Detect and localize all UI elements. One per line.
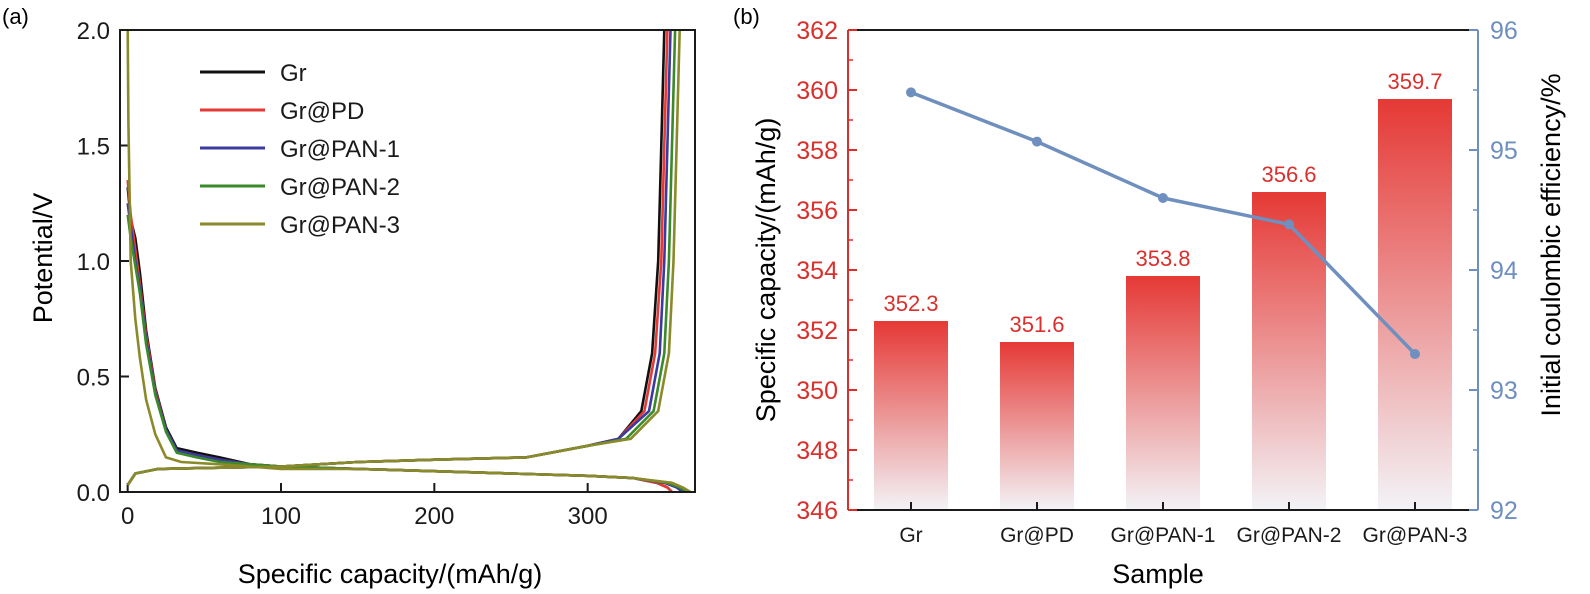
a-ytick-label: 0.0 [77, 480, 110, 507]
b-ytick-label: 358 [796, 137, 838, 165]
b-category-label: Gr@PAN-2 [1237, 524, 1342, 547]
a-series-Gr-charge [126, 29, 666, 486]
a-series-Gr@PAN-1-discharge [126, 203, 684, 494]
b-bar-Gr@PD [1000, 342, 1074, 510]
b-ytick-label: 360 [796, 77, 838, 105]
b-efficiency-point [1284, 219, 1294, 230]
panel-a-xlabel: Specific capacity/(mAh/g) [238, 559, 543, 589]
a-series-Gr@PAN-3-discharge [126, 29, 692, 494]
panel-a-legend: Gr Gr@PD Gr@PAN-1 Gr@PAN-2 Gr@PAN-3 [200, 60, 400, 239]
a-series-Gr@PAN-2-charge [126, 29, 677, 486]
a-ytick-label: 0.5 [77, 365, 110, 392]
a-legend-label: Gr [280, 60, 307, 87]
a-xtick-label: 200 [414, 503, 454, 530]
a-ytick-label: 2.0 [77, 18, 110, 45]
b-bar-Gr [874, 321, 948, 510]
panel-a-ylabel: Potential/V [28, 193, 58, 324]
panel-b-efficiency-line [906, 87, 1420, 359]
b-y2tick-label: 96 [1490, 17, 1518, 45]
a-ytick-label: 1.0 [77, 249, 110, 276]
panel-b-xlabel: Sample [1112, 559, 1204, 589]
panel-a-curves [126, 29, 692, 494]
a-xtick-label: 100 [261, 503, 301, 530]
panel-b-ylabel: Specific capacity/(mAh/g) [751, 118, 781, 423]
a-series-Gr@PAN-2-discharge [126, 214, 688, 494]
panel-b-bars: 352.3 Gr 351.6 Gr@PD 353.8 Gr@PAN-1 356.6 Gr@PA… [874, 69, 1467, 547]
b-y2tick-label: 93 [1490, 377, 1518, 405]
panel-b-ticks: 346 348 350 352 354 356 358 360 362 92 93 94 95 96 [796, 17, 1518, 525]
b-y2tick-label: 95 [1490, 137, 1518, 165]
b-category-label: Gr@PAN-3 [1363, 524, 1468, 547]
b-ytick-label: 350 [796, 377, 838, 405]
panel-a-label: (a) [2, 4, 29, 29]
b-ytick-label: 346 [796, 497, 838, 525]
b-efficiency-point [906, 87, 916, 98]
a-ytick-label: 1.5 [77, 134, 110, 161]
b-y2tick-label: 94 [1490, 257, 1518, 285]
b-bar-value-label: 352.3 [883, 291, 938, 316]
b-bar-Gr@PAN-2 [1252, 192, 1326, 510]
b-y2tick-label: 92 [1490, 497, 1518, 525]
panel-a-ticks: 0 100 200 300 0.0 0.5 1.0 1.5 2.0 [77, 18, 608, 530]
a-series-Gr@PAN-1-charge [126, 29, 672, 486]
a-xtick-label: 0 [121, 503, 134, 530]
a-legend-label: Gr@PAN-1 [280, 136, 400, 163]
a-xtick-label: 300 [568, 503, 608, 530]
panel-b-label: (b) [733, 4, 760, 29]
a-series-Gr@PAN-3-charge [126, 29, 681, 486]
b-bar-value-label: 356.6 [1261, 162, 1316, 187]
b-category-label: Gr@PD [1000, 524, 1074, 547]
b-efficiency-point [1410, 349, 1420, 359]
b-ytick-label: 348 [796, 437, 838, 465]
a-series-Gr@PD-charge [126, 29, 669, 486]
b-category-label: Gr [899, 524, 922, 547]
b-category-label: Gr@PAN-1 [1111, 524, 1216, 547]
b-bar-value-label: 359.7 [1387, 69, 1442, 94]
b-ytick-label: 362 [796, 17, 838, 45]
panel-a-voltage-profile: (a) 0 100 200 300 0.0 0.5 1.0 1.5 2.0 Gr Gr@PD Gr@… [2, 4, 696, 589]
a-legend-label: Gr@PAN-2 [280, 174, 400, 201]
b-ytick-label: 356 [796, 197, 838, 225]
a-legend-label: Gr@PAN-3 [280, 212, 400, 239]
b-ytick-label: 352 [796, 317, 838, 345]
a-legend-label: Gr@PD [280, 98, 364, 125]
b-bar-value-label: 351.6 [1009, 312, 1064, 337]
panel-b-y2label: Initial coulombic efficiency/% [1536, 73, 1566, 416]
b-bar-Gr@PAN-1 [1126, 276, 1200, 510]
panel-b-capacity-efficiency: (b) 352.3 Gr 351.6 Gr@PD 353.8 Gr@PAN-1 356.6 G… [733, 4, 1566, 589]
b-efficiency-point [1158, 193, 1168, 203]
b-bar-value-label: 353.8 [1135, 246, 1190, 271]
b-ytick-label: 354 [796, 257, 838, 285]
b-bar-Gr@PAN-3 [1378, 99, 1452, 510]
b-efficiency-point [1032, 136, 1042, 147]
panel-a-frame [119, 29, 696, 493]
